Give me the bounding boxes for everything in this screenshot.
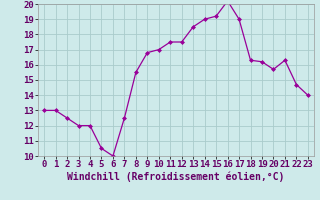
X-axis label: Windchill (Refroidissement éolien,°C): Windchill (Refroidissement éolien,°C) — [67, 172, 285, 182]
